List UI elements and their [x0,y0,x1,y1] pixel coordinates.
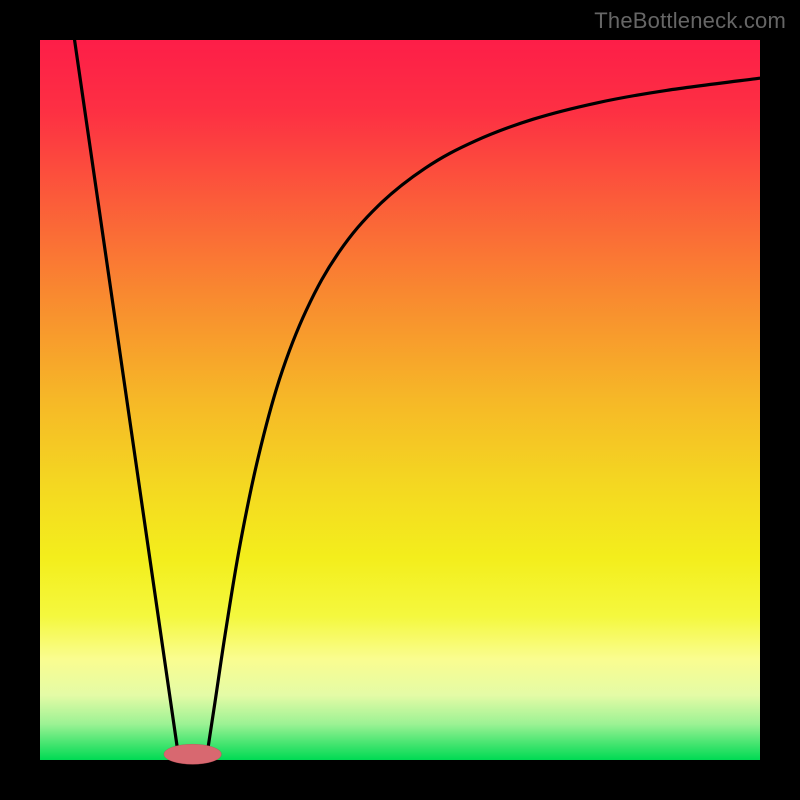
valley-marker [164,744,222,764]
watermark: TheBottleneck.com [594,8,786,34]
bottleneck-chart [0,0,800,800]
chart-container: TheBottleneck.com [0,0,800,800]
plot-background [40,40,760,760]
